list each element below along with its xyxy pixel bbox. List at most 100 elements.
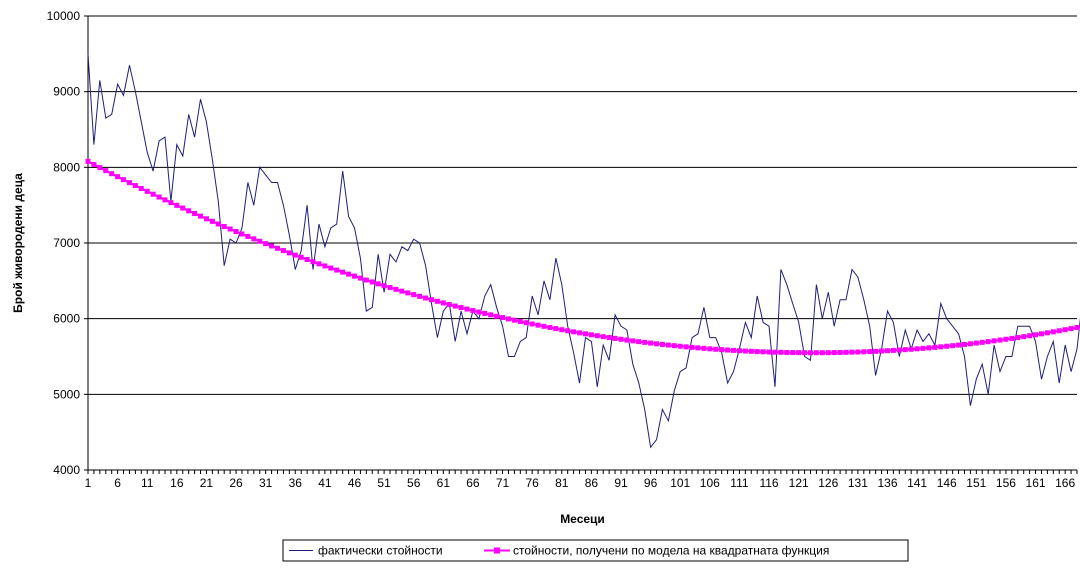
x-tick-label: 106: [700, 476, 720, 490]
model-point: [174, 202, 180, 208]
model-point: [198, 213, 204, 219]
model-point: [624, 337, 630, 343]
legend-marker-model: [494, 547, 500, 554]
model-point: [1015, 335, 1021, 341]
y-tick-label: 5000: [53, 387, 80, 401]
model-point: [121, 177, 127, 183]
model-point: [967, 341, 973, 347]
x-tick-label: 161: [1026, 476, 1046, 490]
y-tick-label: 8000: [53, 160, 80, 174]
x-tick-label: 126: [818, 476, 838, 490]
model-point: [636, 339, 642, 345]
model-point: [1068, 326, 1074, 332]
model-point: [132, 183, 138, 189]
model-point: [950, 343, 956, 349]
model-point: [879, 348, 885, 354]
model-point: [1021, 334, 1027, 340]
x-tick-label: 56: [407, 476, 421, 490]
model-point: [269, 243, 275, 249]
y-tick-label: 10000: [47, 9, 81, 23]
legend-label-actual: фактически стойности: [318, 544, 443, 558]
model-point: [363, 277, 369, 283]
model-point: [565, 328, 571, 334]
model-point: [346, 271, 352, 277]
x-tick-label: 76: [525, 476, 539, 490]
model-point: [144, 188, 150, 194]
model-point: [1074, 324, 1080, 330]
model-point: [263, 241, 269, 247]
model-point: [689, 344, 695, 350]
model-point: [991, 338, 997, 344]
y-tick-label: 4000: [53, 463, 80, 477]
model-point: [1044, 330, 1050, 336]
model-point: [369, 279, 375, 285]
model-point: [588, 332, 594, 338]
model-point: [126, 180, 132, 186]
model-point: [1009, 335, 1015, 341]
model-point: [115, 174, 121, 180]
model-point: [517, 318, 523, 324]
model-point: [251, 236, 257, 242]
model-point: [571, 329, 577, 335]
model-point: [707, 346, 713, 352]
model-point: [754, 349, 760, 355]
model-point: [310, 259, 316, 265]
model-point: [932, 344, 938, 350]
model-point: [725, 347, 731, 353]
model-point: [275, 245, 281, 251]
x-tick-label: 1: [85, 476, 92, 490]
x-tick-label: 136: [877, 476, 897, 490]
model-point: [505, 316, 511, 322]
model-point: [642, 339, 648, 345]
model-point: [808, 350, 814, 356]
model-point: [813, 350, 819, 356]
x-tick-label: 141: [907, 476, 927, 490]
model-point: [778, 349, 784, 355]
model-point: [233, 229, 239, 235]
model-point: [731, 347, 737, 353]
model-point: [97, 165, 103, 171]
x-tick-label: 51: [377, 476, 391, 490]
x-tick-label: 36: [289, 476, 303, 490]
model-point: [961, 341, 967, 347]
model-point: [802, 350, 808, 356]
x-tick-label: 71: [496, 476, 510, 490]
model-point: [511, 317, 517, 323]
model-point: [837, 349, 843, 355]
model-point: [819, 350, 825, 356]
model-point: [683, 344, 689, 350]
model-point: [334, 267, 340, 273]
model-point: [884, 348, 890, 354]
model-point: [458, 305, 464, 311]
model-point: [482, 310, 488, 316]
model-point: [612, 335, 618, 341]
model-point: [192, 210, 198, 216]
model-point: [873, 348, 879, 354]
model-point: [559, 327, 565, 333]
model-point: [1033, 332, 1039, 338]
model-point: [772, 349, 778, 355]
model-point: [855, 349, 861, 355]
model-point: [428, 297, 434, 303]
model-point: [381, 283, 387, 289]
x-tick-label: 6: [114, 476, 121, 490]
model-point: [417, 293, 423, 299]
x-tick-label: 81: [555, 476, 569, 490]
model-point: [890, 347, 896, 353]
x-axis-ticks: 1 6 11 16 21 26 31 36 41 46 51 56 61 66 71 76 81 86 91 96 10…: [85, 470, 1078, 490]
x-axis-title: Месеци: [560, 512, 605, 526]
model-point: [470, 308, 476, 314]
model-point: [577, 330, 583, 336]
model-point: [790, 350, 796, 356]
model-point: [541, 323, 547, 329]
x-tick-label: 41: [318, 476, 332, 490]
x-tick-label: 146: [937, 476, 957, 490]
model-point: [701, 345, 707, 351]
model-point: [257, 238, 263, 244]
model-point: [476, 309, 482, 315]
model-point: [109, 171, 115, 177]
model-point: [209, 218, 215, 224]
model-point: [452, 303, 458, 309]
x-tick-label: 151: [966, 476, 986, 490]
model-point: [677, 343, 683, 349]
